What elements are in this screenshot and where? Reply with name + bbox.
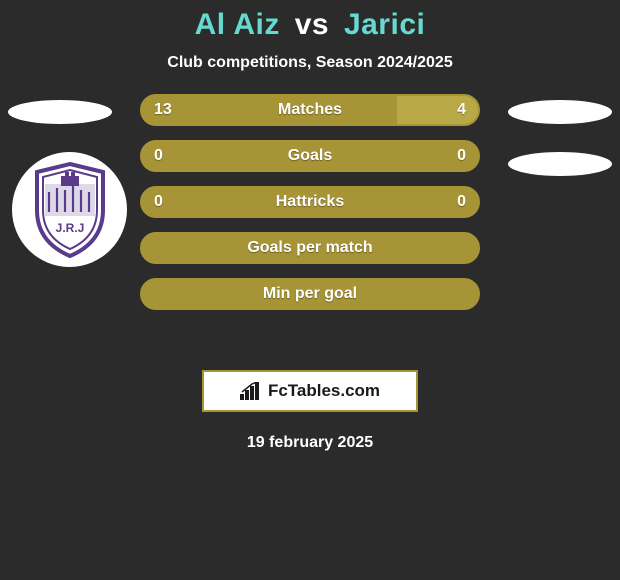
stat-bar: 0Hattricks0 (140, 186, 480, 218)
stat-bars: 13Matches40Goals00Hattricks0Goals per ma… (140, 94, 480, 310)
svg-text:J.R.J: J.R.J (55, 221, 84, 235)
portrait-placeholder-left (8, 100, 112, 124)
shield-icon: J.R.J (31, 162, 109, 258)
title-player1: Al Aiz (195, 8, 280, 41)
root: Al Aiz vs Jarici Club competitions, Seas… (0, 0, 620, 452)
club-logo-left: J.R.J (12, 152, 127, 267)
bar-value-right: 0 (457, 193, 466, 211)
bar-label: Matches (142, 101, 478, 119)
branding-badge[interactable]: FcTables.com (202, 370, 418, 412)
fctables-logo-icon (240, 382, 262, 400)
date-label: 19 february 2025 (247, 434, 373, 452)
portrait-placeholder-right (508, 100, 612, 124)
branding-text: FcTables.com (268, 381, 380, 401)
bar-value-right: 0 (457, 147, 466, 165)
bar-label: Hattricks (142, 193, 478, 211)
stat-bar: Goals per match (140, 232, 480, 264)
bar-value-right: 4 (457, 101, 466, 119)
bar-label: Min per goal (142, 285, 478, 303)
subtitle: Club competitions, Season 2024/2025 (167, 54, 452, 72)
stat-bar: Min per goal (140, 278, 480, 310)
bar-label: Goals (142, 147, 478, 165)
title-vs: vs (295, 8, 329, 41)
stat-bar: 0Goals0 (140, 140, 480, 172)
title-player2: Jarici (344, 8, 425, 41)
bar-label: Goals per match (142, 239, 478, 257)
club-logo-placeholder-right (508, 152, 612, 176)
page-title: Al Aiz vs Jarici (195, 8, 426, 42)
stat-bar: 13Matches4 (140, 94, 480, 126)
stage: J.R.J 13Matches40Goals00Hattricks0Goals … (0, 94, 620, 354)
